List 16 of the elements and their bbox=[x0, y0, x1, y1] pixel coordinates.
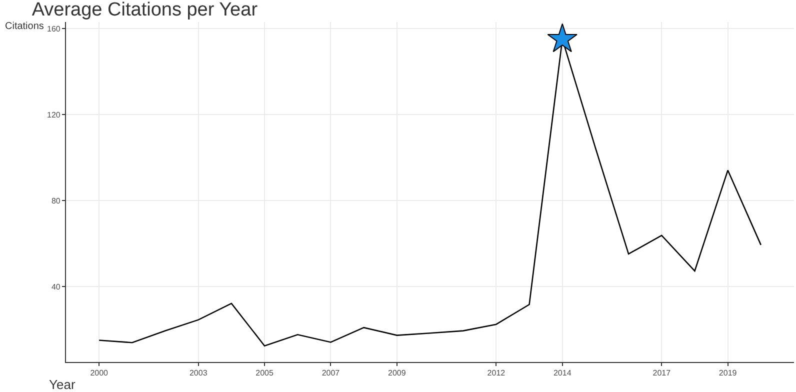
y-tick-label: 80 bbox=[51, 196, 61, 206]
x-tick-label: 2003 bbox=[189, 368, 208, 378]
x-tick-label: 2007 bbox=[322, 368, 340, 378]
y-tick-label: 120 bbox=[47, 110, 61, 120]
x-tick-label: 2014 bbox=[553, 368, 572, 378]
y-tick-label: 40 bbox=[51, 282, 61, 292]
x-tick-label: 2000 bbox=[90, 368, 109, 378]
x-tick-label: 2019 bbox=[718, 368, 738, 378]
x-tick-label: 2005 bbox=[256, 368, 274, 378]
y-axis-title: Citations bbox=[5, 21, 44, 32]
x-tick-label: 2017 bbox=[652, 368, 672, 378]
y-tick-label: 160 bbox=[47, 24, 61, 34]
x-axis-title: Year bbox=[49, 377, 76, 392]
x-tick-label: 2009 bbox=[388, 368, 406, 378]
x-tick-label: 2012 bbox=[487, 368, 506, 378]
chart-title: Average Citations per Year bbox=[32, 0, 258, 20]
